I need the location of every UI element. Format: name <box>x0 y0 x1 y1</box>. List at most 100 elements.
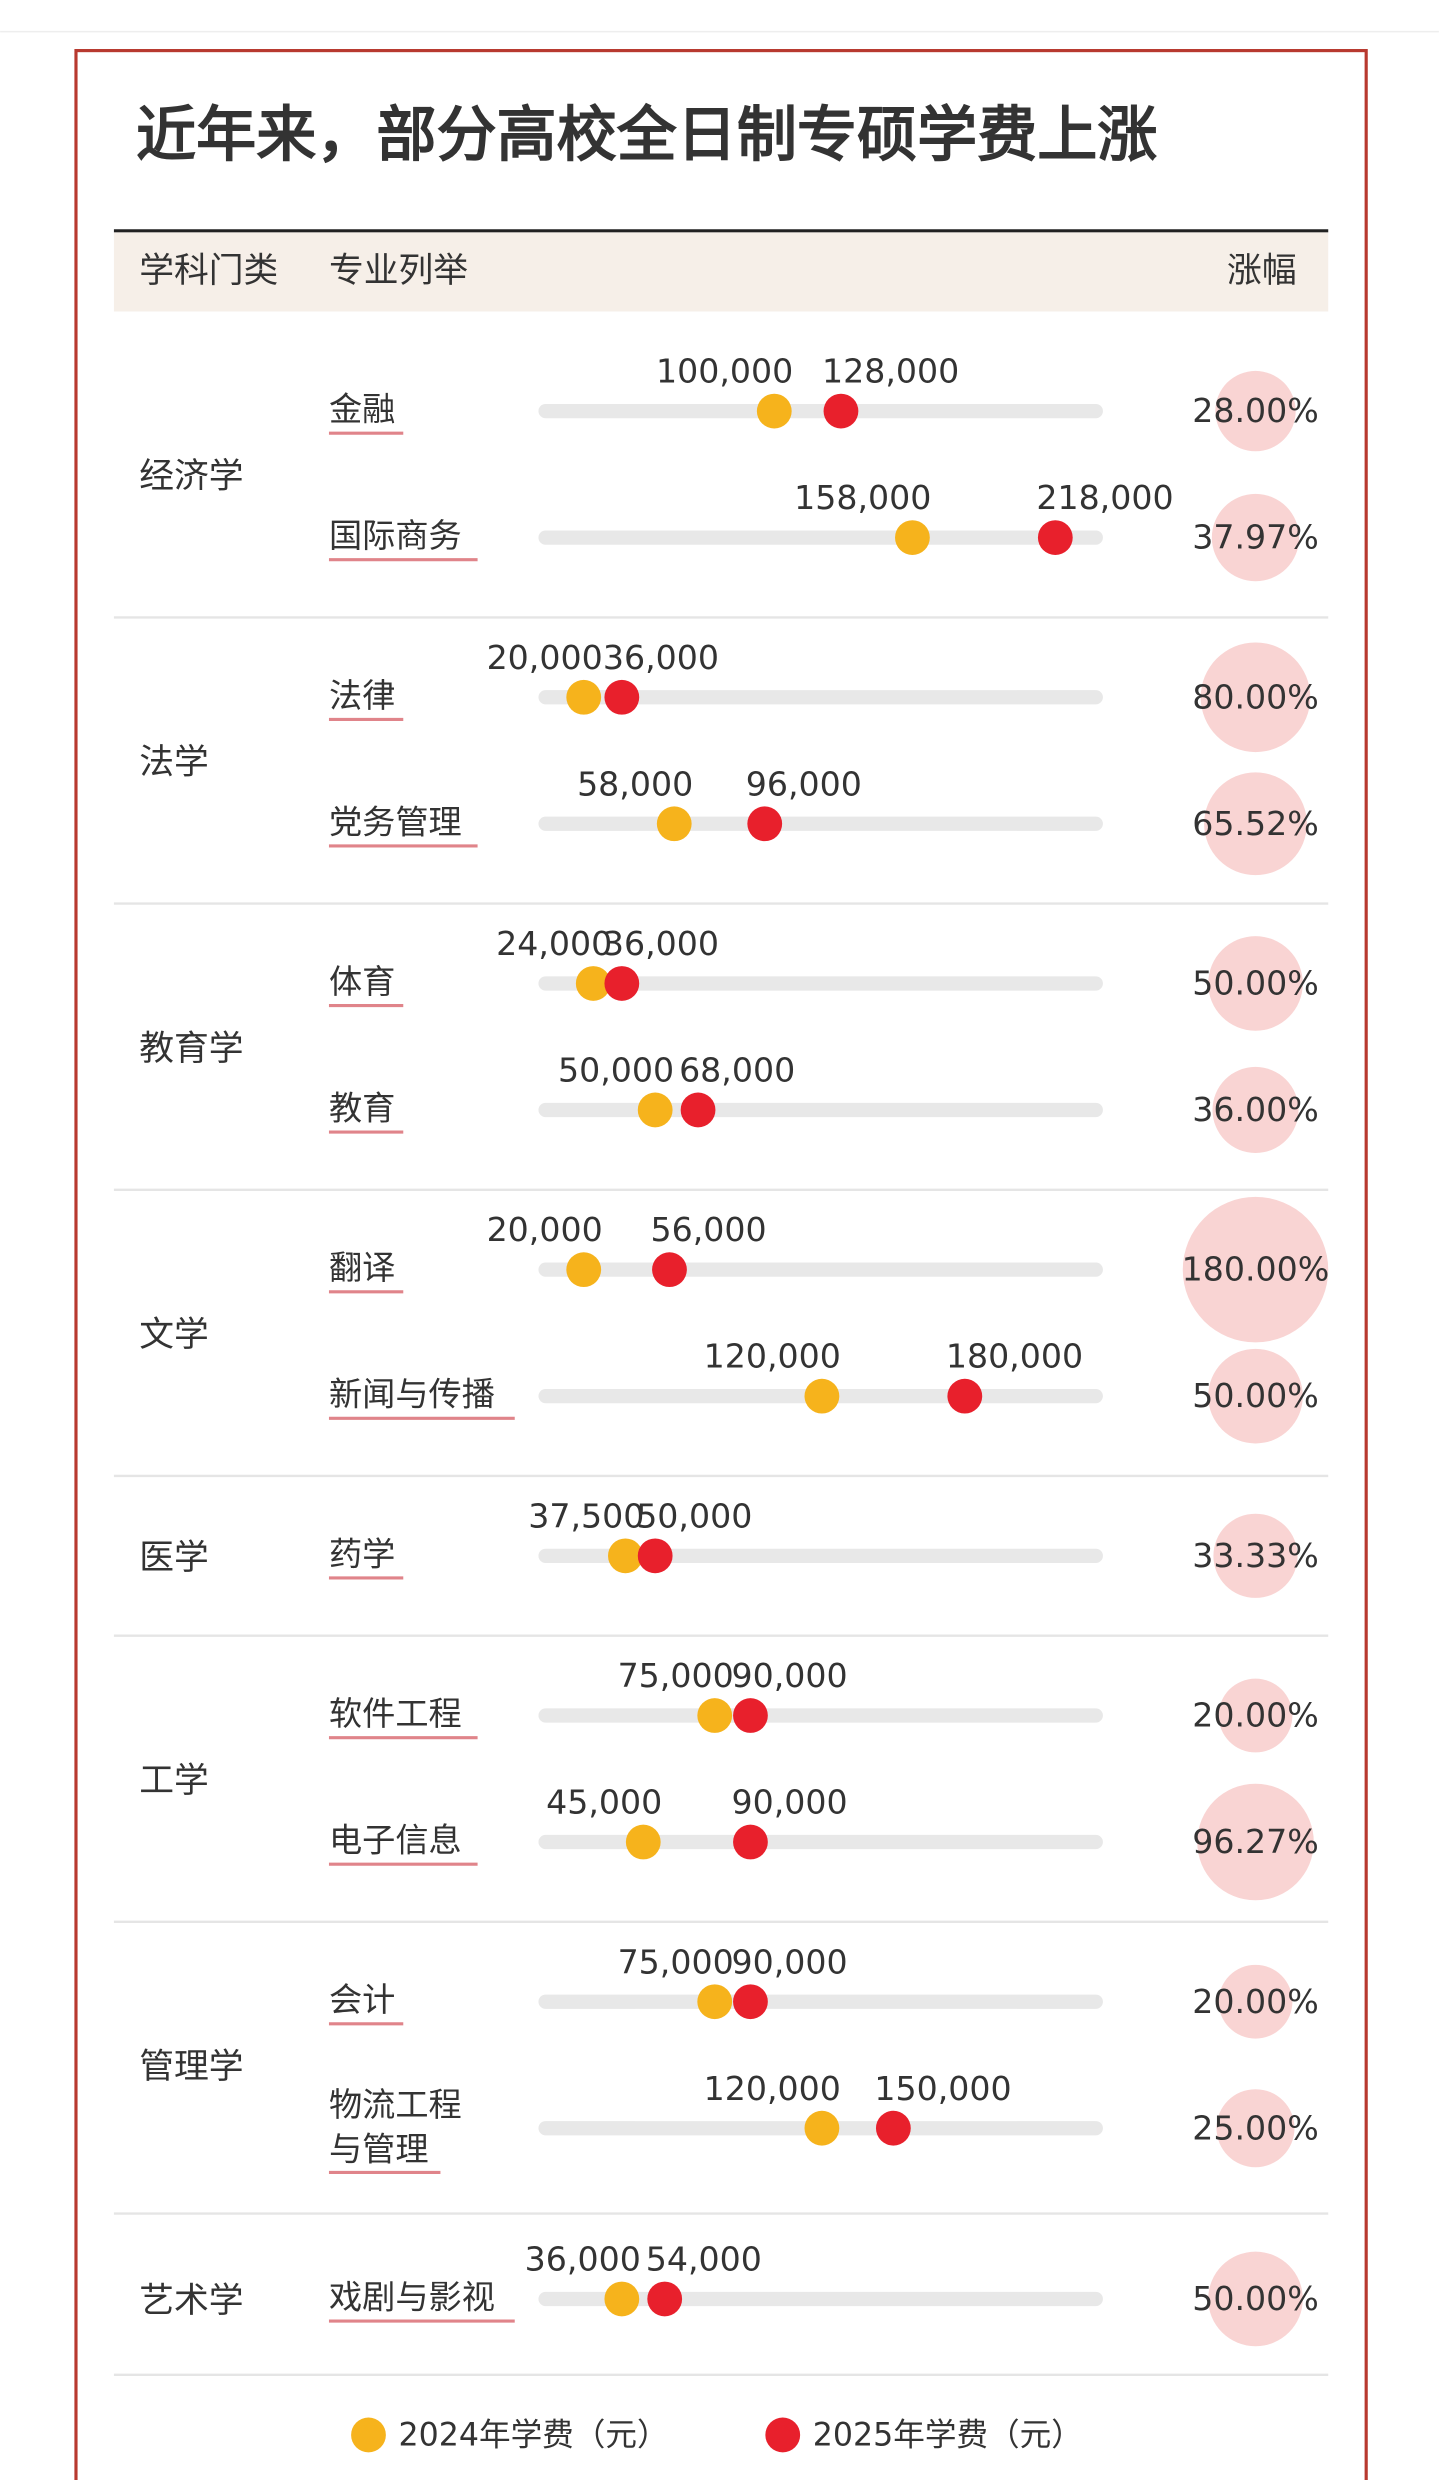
value-label: 90,000 <box>731 1942 847 1981</box>
group-label: 法学 <box>139 743 209 783</box>
legend-swatch <box>351 2417 386 2453</box>
value-label: 218,000 <box>1036 478 1173 517</box>
column-header: 专业列举 <box>329 251 468 291</box>
value-label: 90,000 <box>731 1656 847 1695</box>
category-label: 翻译 <box>329 1248 395 1287</box>
dot <box>652 1252 687 1288</box>
group-label: 文学 <box>139 1315 209 1355</box>
header-band <box>113 232 1329 312</box>
dot <box>804 2110 840 2146</box>
dot <box>637 1092 673 1128</box>
dot <box>697 1698 733 1733</box>
category-label: 会计 <box>329 1980 395 2019</box>
legend-label: 2024年学费（元） <box>399 2418 669 2454</box>
dot <box>680 1092 716 1128</box>
dot <box>575 966 611 1001</box>
value-label: 75,000 <box>618 1942 734 1981</box>
increase-bubble <box>1200 642 1311 753</box>
legend-label: 2025年学费（元） <box>813 2418 1083 2454</box>
legend-swatch <box>765 2417 801 2453</box>
dot <box>733 1698 768 1733</box>
increase-bubble <box>1218 1964 1293 2039</box>
dot <box>733 1984 768 2020</box>
group-label: 工学 <box>139 1761 209 1801</box>
category-label: 物流工程与管理 <box>329 2085 462 2168</box>
value-label: 24,000 <box>496 924 612 963</box>
value-label: 90,000 <box>731 1783 847 1822</box>
increase-bubble <box>1216 2089 1295 2168</box>
category-label: 法律 <box>329 676 395 715</box>
increase-bubble <box>1208 936 1303 1031</box>
increase-bubble <box>1197 1783 1314 1901</box>
value-label: 158,000 <box>794 478 931 517</box>
increase-label: 50.00% <box>1192 964 1319 1003</box>
value-label: 75,000 <box>618 1656 734 1695</box>
value-label: 56,000 <box>650 1210 766 1249</box>
value-label: 36,000 <box>603 924 719 963</box>
increase-label: 20.00% <box>1192 1696 1319 1735</box>
increase-label: 80.00% <box>1192 677 1319 716</box>
dot <box>1037 520 1073 555</box>
value-label: 180,000 <box>946 1337 1083 1376</box>
category-label: 党务管理 <box>329 802 462 841</box>
dot <box>697 1984 733 2020</box>
group-label: 艺术学 <box>139 2281 243 2321</box>
increase-bubble <box>1213 1513 1298 1598</box>
value-label: 120,000 <box>704 2069 841 2108</box>
category-label: 电子信息 <box>329 1821 462 1860</box>
value-label: 20,000 <box>487 638 603 677</box>
value-label: 45,000 <box>546 1783 662 1822</box>
group-label: 教育学 <box>139 1029 243 1069</box>
group-label: 医学 <box>139 1538 209 1578</box>
value-label: 36,000 <box>525 2240 641 2279</box>
group-label: 经济学 <box>139 457 243 497</box>
dot <box>756 393 792 429</box>
value-label: 68,000 <box>679 1051 795 1090</box>
increase-bubble <box>1212 1066 1299 1153</box>
increase-bubble <box>1208 2251 1303 2347</box>
increase-label: 28.00% <box>1192 391 1319 430</box>
dot <box>625 1824 661 1860</box>
dot <box>604 679 640 715</box>
increase-label: 33.33% <box>1192 1536 1319 1575</box>
value-label: 50,000 <box>558 1051 674 1090</box>
dot <box>566 1252 602 1288</box>
dot <box>647 2281 683 2317</box>
category-label: 体育 <box>329 962 395 1001</box>
column-header: 学科门类 <box>139 251 278 291</box>
increase-bubble <box>1182 1196 1329 1343</box>
dot <box>875 2110 911 2146</box>
category-label: 国际商务 <box>329 516 462 555</box>
increase-bubble <box>1204 772 1307 876</box>
value-label: 37,500 <box>528 1496 644 1535</box>
value-label: 100,000 <box>656 352 793 391</box>
category-label: 金融 <box>329 390 395 429</box>
dot <box>947 1378 983 1414</box>
increase-label: 65.52% <box>1192 804 1319 843</box>
dot <box>733 1824 768 1860</box>
dot <box>804 1378 840 1414</box>
increase-bubble <box>1218 1678 1293 1753</box>
category-label: 教育 <box>329 1088 395 1127</box>
dot <box>608 1538 643 1574</box>
increase-label: 50.00% <box>1192 2279 1319 2318</box>
increase-label: 50.00% <box>1192 1376 1319 1415</box>
dot <box>566 679 602 715</box>
dot <box>747 806 783 842</box>
column-header: 涨幅 <box>1227 251 1297 291</box>
increase-label: 36.00% <box>1192 1090 1319 1129</box>
category-label: 新闻与传播 <box>329 1375 495 1414</box>
value-label: 58,000 <box>577 764 693 803</box>
dot <box>895 520 930 555</box>
group-label: 管理学 <box>139 2047 243 2087</box>
chart-title: 近年来，部分高校全日制专硕学费上涨 <box>136 101 1157 171</box>
dot <box>656 806 692 842</box>
value-label: 50,000 <box>636 1496 752 1535</box>
value-label: 96,000 <box>746 764 862 803</box>
increase-bubble <box>1208 1348 1303 1444</box>
increase-label: 96.27% <box>1192 1822 1319 1861</box>
category-label: 药学 <box>329 1534 395 1573</box>
dot <box>604 966 640 1001</box>
value-label: 20,000 <box>487 1210 603 1249</box>
